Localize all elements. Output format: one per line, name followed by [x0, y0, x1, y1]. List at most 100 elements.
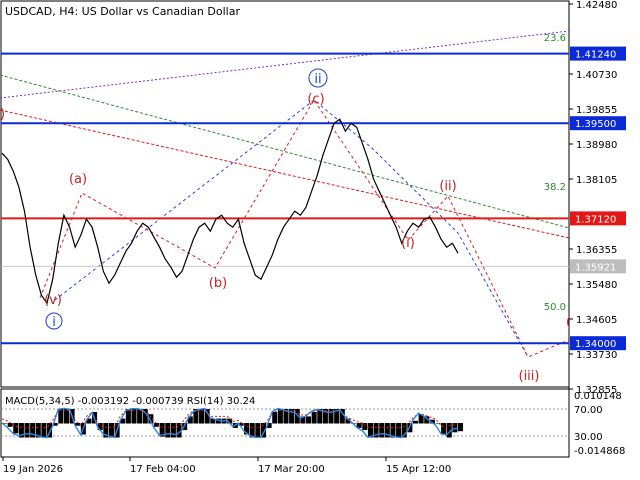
wave-label-c: (c)	[307, 92, 324, 107]
macd-histogram-bar	[170, 423, 176, 438]
macd-histogram-bar	[154, 423, 160, 427]
macd-histogram-bar	[260, 423, 266, 438]
macd-histogram-bar	[396, 423, 402, 438]
macd-histogram-bar	[418, 414, 424, 424]
macd-histogram-bar	[362, 423, 368, 431]
wave-label-v: (v)	[44, 293, 62, 308]
red-wave-path	[39, 99, 570, 358]
level-price-label: 1.41240	[575, 50, 616, 61]
macd-histogram-bar	[199, 409, 205, 424]
macd-histogram-bar	[13, 423, 19, 434]
price-tick-label: 1.42480	[576, 0, 617, 11]
macd-histogram-bar	[24, 423, 30, 438]
green-trendline	[0, 74, 570, 229]
wave-label-paren-i: (i)	[401, 236, 415, 251]
macd-histogram-bar	[75, 423, 81, 426]
indicator-tick-bottom: -0.014868	[574, 446, 625, 457]
timeframe-label: H4	[59, 5, 74, 18]
macd-signal-line	[1, 410, 459, 428]
red-channel-line	[0, 109, 570, 239]
macd-histogram-bar	[47, 423, 53, 438]
macd-histogram-bar	[142, 409, 148, 424]
fib-label-50: 50.0	[544, 302, 566, 313]
level-badge	[570, 211, 626, 226]
level-price-label: 1.39500	[575, 119, 616, 130]
time-label-2: 17 Mar 20:00	[258, 464, 325, 475]
price-tick-label: 1.35480	[576, 280, 617, 291]
wave-label-b: (b)	[209, 276, 227, 291]
price-tick-label: 1.34605	[576, 315, 617, 326]
fib-label-23: 23.6	[544, 33, 566, 44]
macd-histogram-bar	[424, 416, 430, 424]
macd-histogram-bar	[401, 423, 407, 438]
chart-header: USDCAD, H4: US Dollar vs Canadian Dollar	[5, 5, 240, 18]
indicator-tick-top: 0.010148	[574, 391, 622, 402]
price-tick-label: 1.40730	[576, 70, 617, 81]
price-series-line	[1, 118, 459, 305]
macd-histogram-bar	[272, 412, 278, 424]
price-axis: 1.42480 1.40730 1.39855 1.38980 1.38105 1.363…	[569, 0, 617, 396]
macd-histogram-bar	[345, 418, 351, 424]
wave-label-iii: (iii)	[519, 369, 540, 384]
level-price-label: 1.35921	[575, 262, 616, 273]
macd-histogram-bar	[41, 423, 47, 438]
macd-histogram-bar	[283, 409, 289, 424]
macd-histogram-bar	[334, 409, 340, 424]
macd-histogram-bar	[97, 423, 103, 431]
macd-histogram-bar	[429, 419, 435, 424]
symbol-label: USDCAD	[5, 5, 52, 18]
wave-circle-ii	[308, 68, 328, 88]
wave-label-a: (a)	[69, 172, 87, 187]
time-label-3: 15 Apr 12:00	[386, 464, 451, 475]
macd-histogram-bar	[108, 423, 114, 438]
purple-trendline	[0, 30, 570, 99]
main-chart-frame	[0, 0, 570, 388]
macd-histogram-bar	[328, 409, 334, 424]
macd-histogram-bar	[86, 418, 92, 424]
macd-histogram-bar	[210, 418, 216, 424]
macd-histogram-bar	[294, 409, 300, 424]
macd-histogram-bar	[120, 418, 126, 424]
macd-histogram-bar	[244, 423, 250, 435]
macd-histogram-bar	[227, 418, 233, 424]
symbol-description: US Dollar vs Canadian Dollar	[82, 5, 241, 18]
macd-histogram-bar	[131, 409, 137, 424]
macd-histogram-bar	[373, 423, 379, 438]
macd-histogram-bar	[379, 423, 385, 438]
fib-label-38: 38.2	[544, 182, 566, 193]
macd-histogram-bar	[176, 423, 182, 438]
macd-histogram-bar	[159, 423, 165, 437]
price-tick-label: 1.38980	[576, 140, 617, 151]
macd-histogram-bar	[390, 423, 396, 438]
macd-histogram-bar	[367, 423, 373, 438]
macd-histogram-bar	[458, 423, 464, 432]
macd-histogram-bar	[249, 423, 255, 438]
macd-histogram-bar	[7, 423, 13, 427]
macd-histogram-bar	[30, 423, 36, 438]
wave-label-i: i	[52, 315, 56, 330]
macd-histogram-bar	[300, 416, 306, 424]
macd-histogram-bar	[2, 423, 8, 424]
wave-circle-i	[45, 312, 63, 330]
wave-label-right-edge: (	[566, 315, 571, 330]
macd-histogram-bar	[187, 416, 193, 424]
price-tick-label: 1.33730	[576, 350, 617, 361]
price-tick-label: 1.32855	[576, 385, 617, 396]
macd-histogram-bar	[441, 423, 447, 435]
macd-histogram-bar	[137, 409, 143, 424]
levels-layer: 1.41240 1.39500 1.37120 1.35921 1.34000	[1, 46, 626, 351]
macd-histogram-bar	[266, 423, 272, 428]
rsi-line	[1, 407, 459, 439]
level-badge	[570, 116, 626, 131]
level-badge	[570, 259, 626, 274]
macd-histogram-bar	[103, 423, 109, 438]
macd-histogram-bar	[317, 409, 323, 424]
macd-histogram-bar	[148, 414, 154, 424]
macd-histogram-bar	[193, 409, 199, 424]
macd-histogram-bar	[35, 423, 41, 438]
time-label-0: 19 Jan 2026	[3, 464, 63, 475]
indicator-tick-70: 70.00	[574, 405, 603, 416]
macd-histogram-bar	[255, 423, 261, 438]
macd-histogram-bar	[384, 423, 390, 438]
